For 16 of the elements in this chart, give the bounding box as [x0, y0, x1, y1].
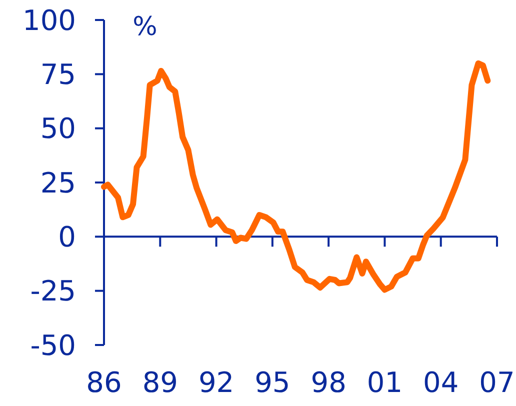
- x-tick-label: 98: [310, 366, 346, 399]
- y-tick-label: 100: [22, 4, 76, 37]
- y-tick-label: 25: [40, 166, 76, 200]
- y-tick-label: 75: [40, 58, 76, 91]
- y-tick-label: -25: [30, 274, 76, 308]
- x-tick-label: 95: [254, 366, 290, 399]
- y-axis-title: %: [132, 12, 158, 42]
- x-tick-label: 92: [198, 366, 234, 399]
- x-tick-label: 89: [142, 366, 178, 399]
- x-tick-label: 86: [86, 366, 122, 399]
- y-tick-label: 0: [58, 220, 76, 254]
- x-tick-label: 04: [423, 366, 459, 399]
- x-tick-label: 07: [479, 366, 515, 399]
- y-tick-label: 50: [40, 112, 76, 146]
- x-tick-label: 01: [366, 366, 403, 399]
- y-tick-label: -50: [30, 328, 76, 362]
